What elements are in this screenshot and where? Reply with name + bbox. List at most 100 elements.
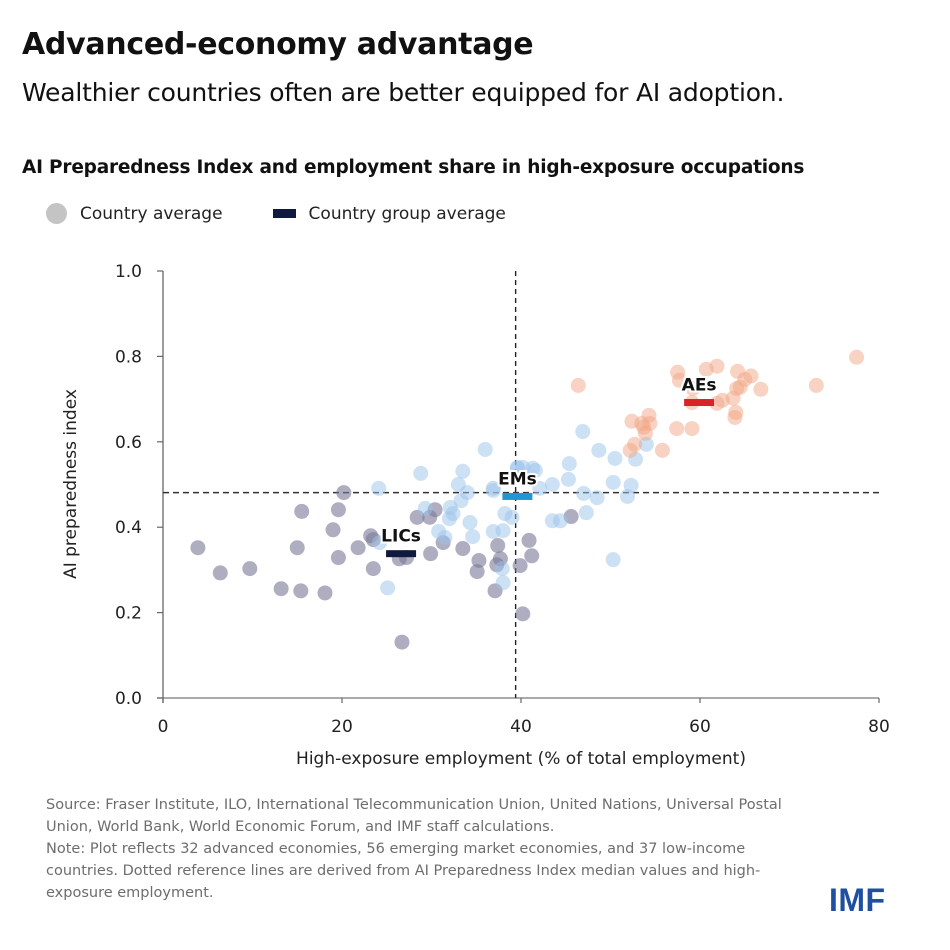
data-point-ems [575, 424, 591, 440]
data-point-ems [605, 474, 621, 490]
data-point-ems [638, 436, 654, 452]
data-point-ems [455, 463, 471, 479]
data-point-lics [242, 561, 258, 577]
data-point-ems [380, 580, 396, 596]
legend-country-average: Country average [80, 203, 223, 224]
data-point-ems [453, 493, 469, 509]
data-point-lics [512, 558, 528, 574]
data-point-lics [289, 540, 305, 556]
data-point-aes [671, 372, 687, 388]
x-tick-label: 60 [689, 717, 711, 737]
data-point-aes [637, 425, 653, 441]
data-point-lics [273, 581, 289, 597]
y-tick-label: 0.6 [115, 433, 142, 453]
data-point-ems [560, 471, 576, 487]
page-title: Advanced-economy advantage [22, 27, 534, 62]
data-point-ems [441, 511, 457, 527]
data-point-ems [620, 488, 636, 504]
group-label-aes: AEs [682, 376, 717, 396]
data-point-lics [490, 538, 506, 554]
data-point-lics [471, 553, 487, 569]
data-point-aes [685, 380, 701, 396]
source-notes: Source: Fraser Institute, ILO, Internati… [46, 794, 806, 904]
x-tick-label: 20 [331, 717, 353, 737]
data-point-lics [521, 532, 537, 548]
data-point-ems [532, 480, 548, 496]
axes: 0.0 0.2 0.4 0.6 0.8 1.0 0 20 40 60 80 [115, 262, 890, 737]
data-point-lics [394, 634, 410, 650]
data-point-ems [591, 442, 607, 458]
data-point-ems [413, 465, 429, 481]
data-point-lics [330, 550, 346, 566]
data-point-aes [570, 377, 586, 393]
x-tick-label: 80 [868, 717, 890, 737]
data-point-ems [589, 490, 605, 506]
chart-title: AI Preparedness Index and employment sha… [22, 157, 805, 178]
x-tick-label: 0 [158, 717, 169, 737]
data-point-lics [317, 585, 333, 601]
legend-bar-icon [272, 209, 296, 218]
legend-circle-icon [46, 203, 67, 224]
data-point-ems [495, 575, 511, 591]
data-point-aes [849, 349, 865, 365]
x-tick-label: 40 [510, 717, 532, 737]
data-point-aes [709, 358, 725, 374]
data-point-lics [455, 541, 471, 557]
scatter-chart: 0.0 0.2 0.4 0.6 0.8 1.0 0 20 40 60 80 LICs EMs AEs H… [61, 262, 890, 769]
group-label-lics: LICs [381, 527, 421, 547]
group-averages: LICs EMs AEs [379, 374, 719, 558]
data-point-ems [576, 485, 592, 501]
imf-logo: IMF [829, 882, 886, 918]
data-point-aes [753, 381, 769, 397]
page-subtitle: Wealthier countries often are better equ… [22, 78, 785, 107]
data-point-ems [578, 505, 594, 521]
data-point-lics [423, 546, 439, 562]
data-point-ems [544, 477, 560, 492]
data-point-lics [336, 485, 352, 501]
data-point-ems [509, 459, 525, 475]
data-point-ems [504, 509, 520, 525]
data-point-lics [190, 540, 206, 556]
data-point-lics [515, 606, 531, 622]
data-point-ems [465, 529, 481, 545]
data-point-ems [417, 500, 433, 516]
reference-lines [163, 271, 879, 698]
data-point-aes [654, 442, 670, 458]
group-average-bar-aes [684, 399, 715, 407]
x-axis-label: High-exposure employment (% of total emp… [296, 749, 746, 769]
data-point-ems [437, 529, 453, 545]
group-label-ems: EMs [498, 469, 537, 489]
data-point-lics [524, 548, 540, 564]
data-point-lics [294, 503, 310, 519]
y-tick-label: 0.4 [115, 518, 142, 538]
data-point-ems [462, 515, 478, 531]
y-axis-label: AI preparedness index [61, 389, 81, 579]
group-average-bar-lics [386, 550, 417, 558]
legend-group-average: Country group average [308, 203, 506, 224]
note-text: Note: Plot reflects 32 advanced economie… [46, 841, 761, 901]
group-average-bar-ems [502, 492, 533, 500]
data-point-lics [212, 565, 228, 581]
data-point-ems [485, 482, 501, 498]
data-point-ems [495, 523, 511, 539]
data-point-aes [727, 409, 743, 425]
data-point-aes [684, 421, 700, 437]
data-point-lics [325, 522, 341, 538]
data-point-ems [561, 456, 577, 472]
data-point-aes [808, 377, 824, 393]
data-point-aes [732, 379, 748, 395]
y-tick-label: 0.2 [115, 604, 142, 624]
data-point-aes [669, 421, 685, 437]
data-point-ems [527, 462, 543, 478]
y-tick-label: 1.0 [115, 262, 142, 282]
data-point-ems [372, 535, 388, 551]
data-points [190, 349, 865, 650]
data-point-ems [607, 450, 623, 466]
data-point-lics [469, 564, 485, 580]
data-point-lics [350, 540, 366, 556]
data-point-lics [365, 561, 381, 577]
data-point-ems [371, 480, 387, 496]
y-tick-label: 0.8 [115, 347, 142, 367]
data-point-ems [544, 513, 560, 529]
source-text: Source: Fraser Institute, ILO, Internati… [46, 797, 782, 835]
